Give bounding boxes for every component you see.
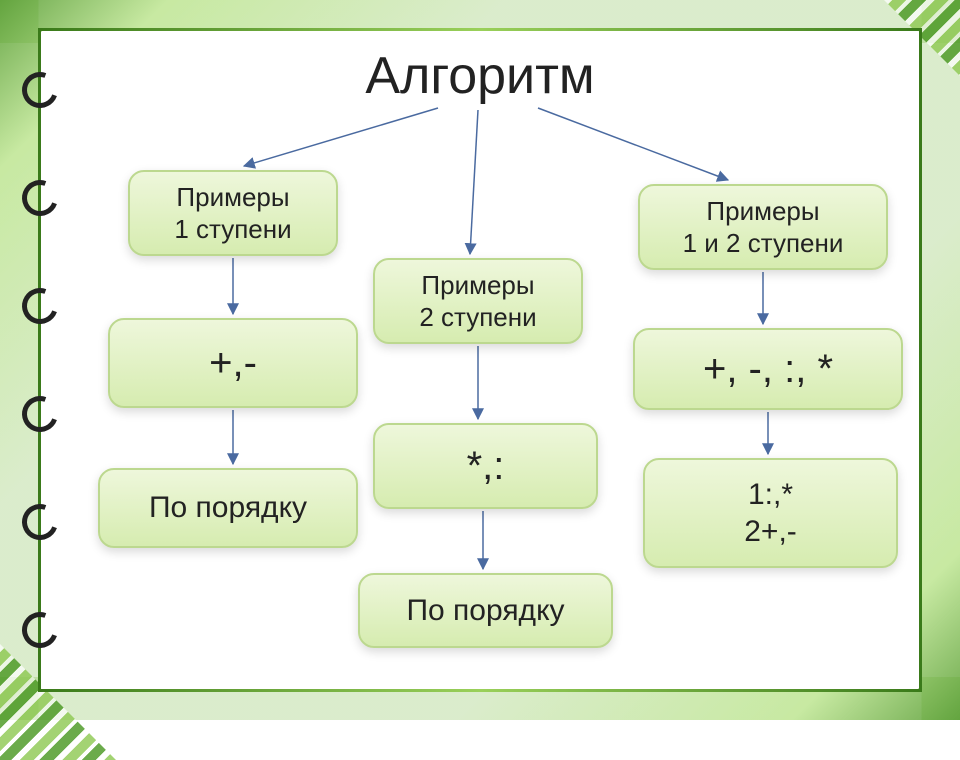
node-c1a: Примеры1 ступени <box>128 170 338 256</box>
node-c1b: +,- <box>108 318 358 408</box>
node-c3c: 1:,*2+,- <box>643 458 898 568</box>
node-c2a: Примеры2 ступени <box>373 258 583 344</box>
spiral-ring <box>16 282 64 330</box>
diagram-content: Алгоритм Примеры1 ступени +,- По порядку Пр… <box>38 28 922 692</box>
edge-title-c1a <box>244 108 438 166</box>
node-c2b: *,: <box>373 423 598 509</box>
page-title: Алгоритм <box>38 46 922 106</box>
node-c3a: Примеры1 и 2 ступени <box>638 184 888 270</box>
edge-title-c2a <box>470 110 478 254</box>
node-c2c: По порядку <box>358 573 613 648</box>
spiral-ring <box>16 66 64 114</box>
node-c3b: +, -, :, * <box>633 328 903 410</box>
spiral-ring <box>16 174 64 222</box>
spiral-binding <box>22 0 62 720</box>
node-c1c: По порядку <box>98 468 358 548</box>
spiral-ring <box>16 606 64 654</box>
spiral-ring <box>16 390 64 438</box>
spiral-ring <box>16 498 64 546</box>
edge-title-c3a <box>538 108 728 180</box>
